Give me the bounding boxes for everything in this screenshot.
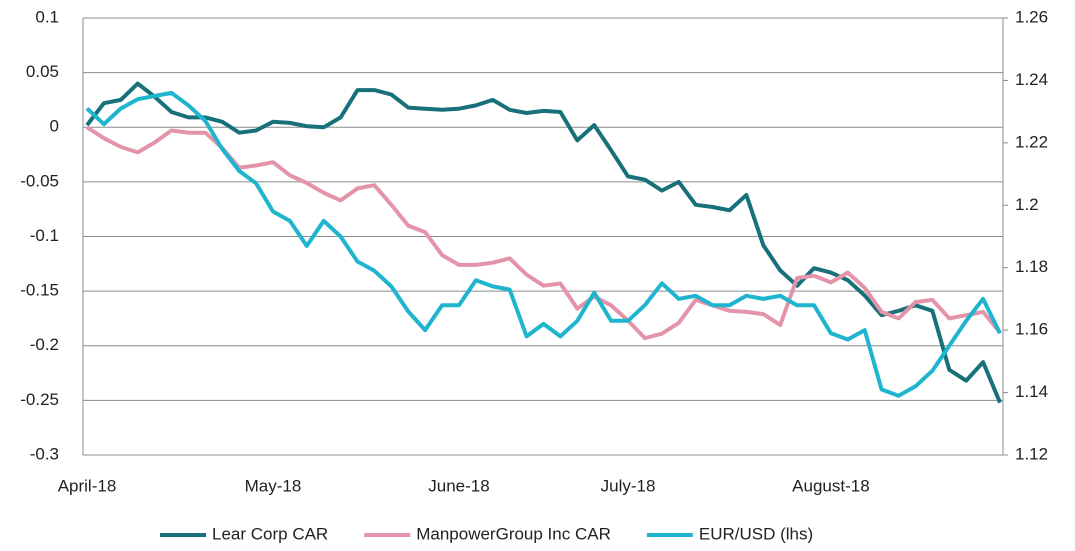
y-tick-label: -0.2 bbox=[30, 335, 59, 354]
legend-label: EUR/USD (lhs) bbox=[699, 524, 813, 543]
series-line bbox=[85, 125, 1002, 341]
y2-tick-label: 1.2 bbox=[1015, 195, 1039, 214]
x-tick-label: August-18 bbox=[792, 476, 870, 495]
y-tick-label: 0.1 bbox=[35, 7, 59, 26]
x-tick-label: June-18 bbox=[428, 476, 489, 495]
y2-tick-label: 1.14 bbox=[1015, 382, 1048, 401]
y2-tick-label: 1.22 bbox=[1015, 132, 1048, 151]
y-tick-label: 0.05 bbox=[26, 62, 59, 81]
y-tick-label: -0.1 bbox=[30, 226, 59, 245]
x-tick-label: July-18 bbox=[601, 476, 656, 495]
y2-tick-label: 1.12 bbox=[1015, 444, 1048, 463]
series-line bbox=[85, 81, 1002, 404]
y-tick-label: 0 bbox=[50, 117, 59, 136]
legend-label: Lear Corp CAR bbox=[212, 524, 328, 543]
x-tick-label: May-18 bbox=[245, 476, 302, 495]
y-tick-label: -0.05 bbox=[20, 171, 59, 190]
y2-tick-label: 1.24 bbox=[1015, 70, 1048, 89]
y2-tick-label: 1.18 bbox=[1015, 257, 1048, 276]
legend-label: ManpowerGroup Inc CAR bbox=[416, 524, 611, 543]
y2-tick-label: 1.26 bbox=[1015, 7, 1048, 26]
y-tick-label: -0.15 bbox=[20, 281, 59, 300]
x-tick-label: April-18 bbox=[58, 476, 117, 495]
y-tick-label: -0.3 bbox=[30, 444, 59, 463]
series-line bbox=[85, 90, 1002, 398]
y2-tick-label: 1.16 bbox=[1015, 320, 1048, 339]
y-tick-label: -0.25 bbox=[20, 390, 59, 409]
